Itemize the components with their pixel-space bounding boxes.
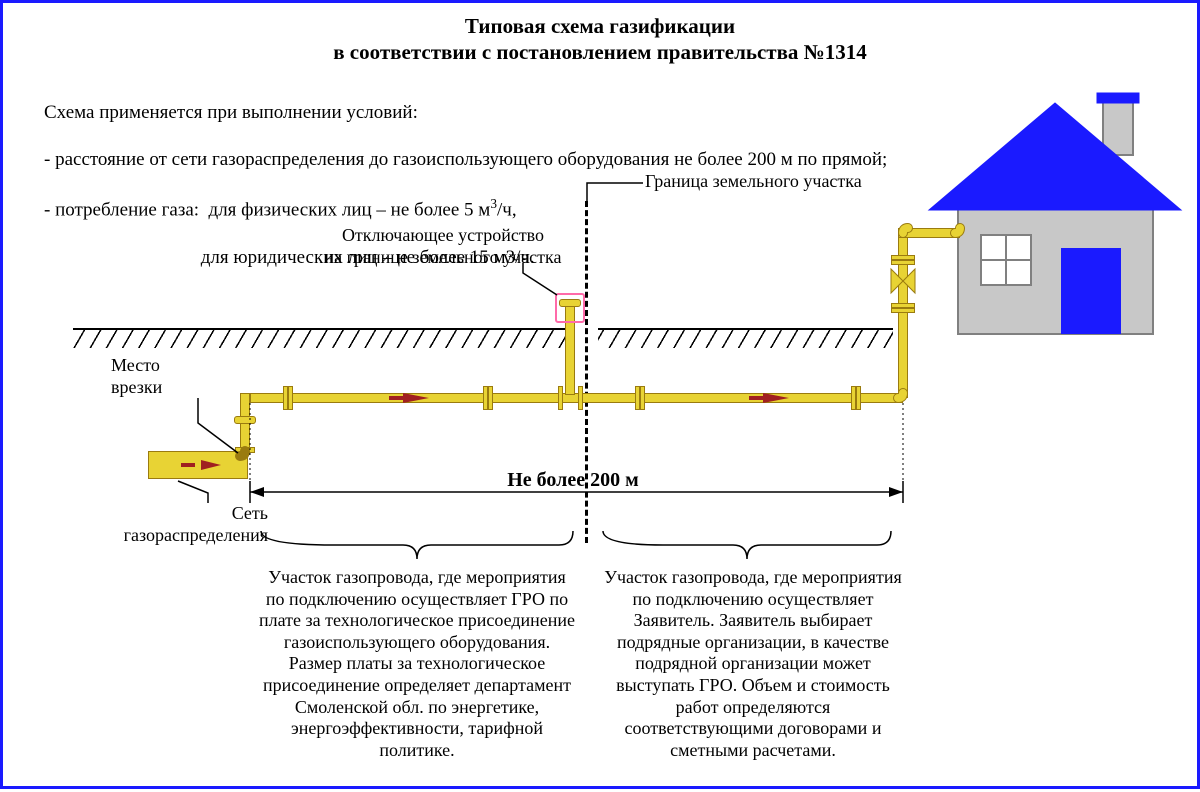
pipe-flange: [856, 386, 861, 410]
pipe-flange: [891, 308, 915, 313]
ground-hatch-right: [598, 328, 893, 348]
house-feed-pipe: [898, 228, 960, 238]
tap-joint-cap: [234, 416, 256, 424]
ground-hatch-left: [73, 328, 568, 348]
conditions-bullet-2a: - потребление газа: для физических лиц –…: [44, 199, 490, 220]
title-line-1: Типовая схема газификации: [3, 13, 1197, 39]
pipe-flange: [488, 386, 493, 410]
flow-arrow-icon: [763, 393, 789, 403]
shutoff-label: Отключающее устройство на границе земель…: [303, 225, 583, 268]
pipe-flange: [640, 386, 645, 410]
main-horizontal-pipe: [250, 393, 903, 403]
pipe-flange: [288, 386, 293, 410]
tap-point-label: Место врезки: [111, 355, 201, 398]
distribution-network-pipe: [148, 451, 248, 479]
boundary-label: Граница земельного участка: [645, 171, 915, 193]
conditions-bullet-1: - расстояние от сети газораспределения д…: [44, 149, 887, 170]
pipe-flange: [578, 386, 583, 410]
pipe-flange: [891, 260, 915, 265]
page-title: Типовая схема газификации в соответствии…: [3, 13, 1197, 66]
pipe-flange: [235, 447, 255, 453]
dimension-label: Не более 200 м: [473, 469, 673, 492]
house-riser-pipe: [898, 228, 908, 398]
pipe-flange: [558, 386, 563, 410]
tap-riser-pipe: [240, 393, 250, 455]
left-section-description: Участок газопровода, где мероприятия по …: [257, 567, 577, 761]
flow-arrow-icon: [403, 393, 429, 403]
right-section-description: Участок газопровода, где мероприятия по …: [603, 567, 903, 761]
shutoff-valve-marker: [555, 293, 585, 323]
network-label: Сеть газораспределения: [78, 503, 268, 546]
title-line-2: в соответствии с постановлением правител…: [3, 39, 1197, 65]
conditions-intro: Схема применяется при выполнении условий…: [44, 102, 418, 123]
flow-arrow-icon: [201, 460, 221, 470]
diagram-frame: Типовая схема газификации в соответствии…: [0, 0, 1200, 789]
